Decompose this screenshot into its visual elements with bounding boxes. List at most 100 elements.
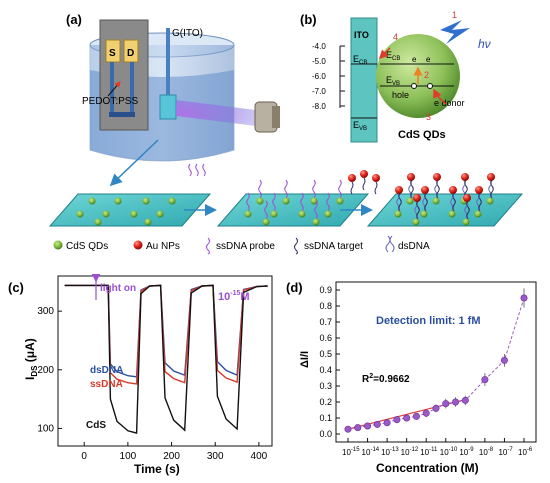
panel-a-label: (a) [66,12,82,27]
plot-c-frame [57,275,273,447]
light-on-label: light on [100,283,136,294]
dna-strand [300,192,304,212]
cds-qd [486,197,494,205]
au-np [407,173,415,181]
energy-axis-ticks: -4.0 -5.0 -6.0 -7.0 -8.0 [312,42,345,111]
label-ssdna: ssDNA [90,379,123,390]
data-point [461,396,469,404]
film-label: PEDOT:PSS [82,96,138,107]
data-point [500,356,508,364]
dna-strand [398,192,402,212]
cds-qd [448,210,456,218]
cds-qd [394,210,402,218]
cds-qd [262,218,270,226]
step-4: 4 [393,32,398,42]
y-tick-label: 0.9 [319,285,332,295]
y-tick-label: 300 [37,306,54,317]
energy-tick-label: -6.0 [312,72,326,81]
panel-a: (a) G(ITO) S D PEDOT:PSS [66,12,280,187]
cds-qd [102,210,110,218]
donor-arrow [433,88,447,105]
label-dsdna: dsDNA [90,365,123,376]
label-cds: CdS [86,420,106,431]
y-tick-label: 0.2 [319,397,332,407]
energy-tick-label: -5.0 [312,57,326,66]
dna-strand [490,179,494,199]
plot-c-ylabel: IDS (μA) [23,338,39,380]
cds-qd [462,218,470,226]
cds-qd [324,210,332,218]
floating-probe [195,163,199,177]
plot-d-series [344,288,528,433]
floating-molecules [188,163,380,195]
dna-strand [338,179,342,199]
plot-d-xlabel: Concentration (M) [376,461,479,475]
data-point [354,424,362,432]
conc-label: 10-15M [218,290,250,303]
data-point [344,425,352,433]
plot-c-series [64,284,268,435]
plot-c-ticks: 0 100 200 300 400 100 200 300 [37,306,267,462]
film-pointer [107,81,121,97]
cds-qd [114,197,122,205]
plot-c-xlabel: Time (s) [134,462,180,476]
y-tick-label: 0.7 [319,317,332,327]
floating-au [360,170,368,178]
legend-target: ssDNA target [304,241,363,252]
floating-probe [188,163,192,177]
plot-d-ticks: 10-15 10-14 10-13 10-12 10-11 10-10 10-9 10-8 10… [319,285,532,457]
au-np [461,173,469,181]
drain-label: D [127,48,134,59]
data-point [373,420,381,428]
au-np [487,173,495,181]
plate-2 [216,193,370,227]
lightning-icon [440,20,470,44]
dna-strand [436,179,440,199]
cds-qd [312,218,320,226]
data-point [364,422,372,430]
floating-probe [202,163,206,177]
au-np [463,194,471,202]
data-point [481,376,489,384]
au-np [421,186,429,194]
x-tick-label: 10-8 [479,447,494,457]
y-tick-label: 0.1 [319,413,332,423]
panel-b: (b) ITO ECB EVB -4.0 -5.0 -6.0 -7.0 -8.0 ECB… [300,10,491,143]
legend-target-icon [294,237,298,255]
au-np [395,186,403,194]
legend-ds: dsDNA [398,241,430,252]
panel-b-label: (b) [300,12,317,27]
y-tick-label: 100 [37,423,54,434]
channel-film [109,112,135,117]
x-tick-label: 100 [120,451,137,462]
cds-qd [282,197,290,205]
cds-qd [244,210,252,218]
series-cds [64,284,268,435]
x-tick-label: 10-13 [381,447,399,457]
x-tick-label: 10-7 [498,447,513,457]
au-np [413,194,421,202]
data-point [442,400,450,408]
energy-tick-label: -7.0 [312,87,326,96]
assembly-steps [48,163,524,227]
ito-bar [350,17,378,143]
legend-ds-icon [385,235,395,253]
qd-cb-label: ECB [386,50,400,62]
x-tick-label: 0 [81,451,87,462]
cds-qd [412,218,420,226]
plot-d-frame [335,281,537,443]
x-tick-label: 10-9 [459,447,474,457]
dna-strand [452,192,456,212]
cds-qd [256,197,264,205]
legend-qd: CdS QDs [66,241,108,252]
cds-qd [310,197,318,205]
data-point [422,409,430,417]
series-dsdna [64,284,268,378]
drain-lead [130,62,134,116]
energy-tick-label: -8.0 [312,102,326,111]
cds-qd [168,197,176,205]
cds-qd [298,210,306,218]
step-3: 3 [426,112,431,122]
legend-probe-icon [206,237,210,255]
